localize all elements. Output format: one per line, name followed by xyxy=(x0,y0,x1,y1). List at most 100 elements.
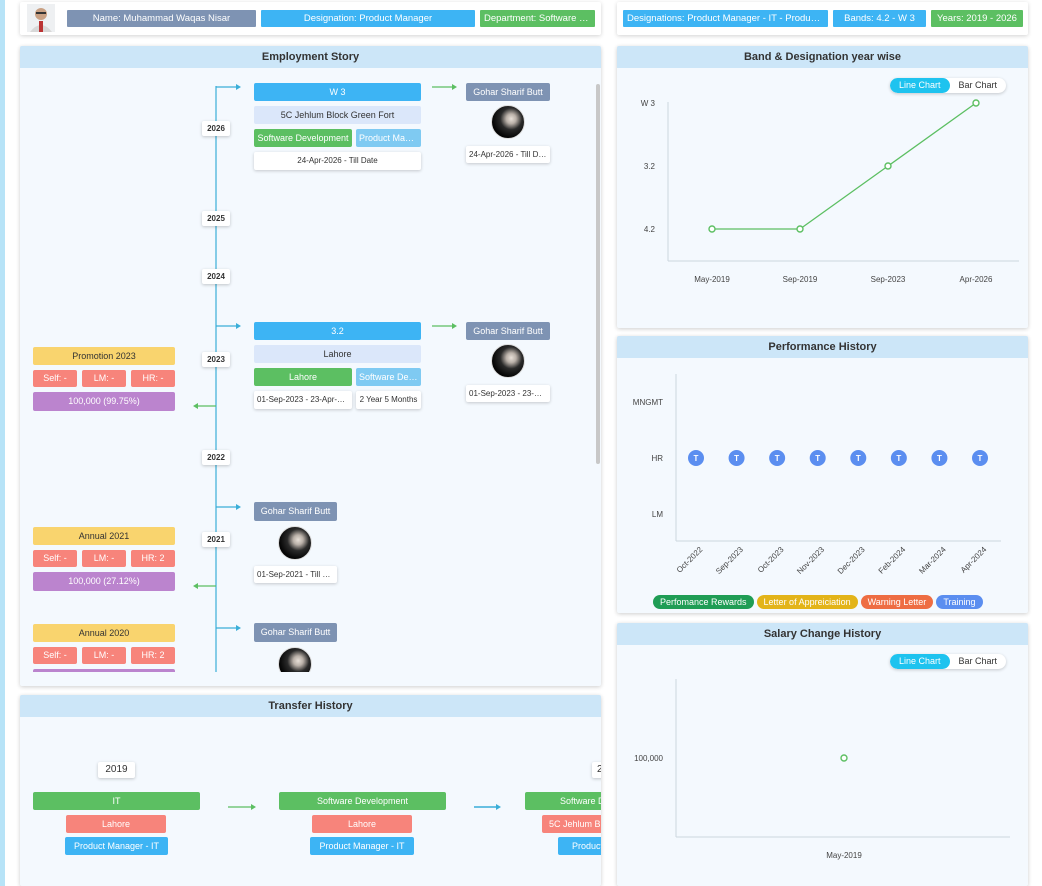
band-y-tick-label: W 3 xyxy=(641,99,656,108)
annual-2021-self: Self: - xyxy=(33,550,77,567)
perf-point-label: T xyxy=(896,454,901,463)
perf-x-tick-label: Dec-2023 xyxy=(836,545,867,576)
annual-2020-self: Self: - xyxy=(33,647,77,664)
location-2023: Lahore xyxy=(254,345,421,363)
manager-2023: Gohar Sharif Butt xyxy=(466,322,550,340)
promotion-2023-lm: LM: - xyxy=(82,370,126,387)
band-chart-toggle: Line Chart Bar Chart xyxy=(890,78,1007,93)
timeline-year-2022: 2022 xyxy=(202,450,230,465)
transfer-2-department: Software Development xyxy=(279,792,446,810)
salary-y-tick-label: 100,000 xyxy=(634,754,663,763)
annual-2020-title: Annual 2020 xyxy=(33,624,175,642)
transfer-3-designation: Product Manager xyxy=(558,837,601,855)
perf-legend-item[interactable]: Perfomance Rewards xyxy=(653,595,754,609)
employee-designation-badge: Designation: Product Manager xyxy=(261,10,475,27)
promotion-2023-title: Promotion 2023 xyxy=(33,347,175,365)
perf-x-tick-label: Nov-2023 xyxy=(795,545,826,576)
perf-data-point xyxy=(972,450,988,466)
annual-2021-amount: 100,000 (27.12%) xyxy=(33,572,175,591)
designation-2023: Software Development xyxy=(356,368,421,386)
dates-2026: 24-Apr-2026 - Till Date xyxy=(254,152,421,170)
salary-bar-chart-button[interactable]: Bar Chart xyxy=(958,656,998,666)
perf-x-tick-label: Apr-2024 xyxy=(959,545,989,575)
band-data-point xyxy=(884,162,892,170)
summary-header-card: Designations: Product Manager - IT - Pro… xyxy=(617,2,1028,35)
promotion-2023-amount: 100,000 (99.75%) xyxy=(33,392,175,411)
perf-legend-item[interactable]: Warning Letter xyxy=(860,595,934,609)
perf-x-tick-label: Oct-2023 xyxy=(756,545,786,575)
transfer-1-location: Lahore xyxy=(66,815,166,833)
salary-chart-toggle: Line Chart Bar Chart xyxy=(890,654,1007,669)
band-line-chart-button[interactable]: Line Chart xyxy=(890,78,950,93)
manager-2021-avatar xyxy=(278,526,312,560)
perf-legend-item[interactable]: Letter of Appreiciation xyxy=(756,595,858,609)
perf-y-tick-label: MNGMT xyxy=(633,398,663,407)
perf-data-point xyxy=(850,450,867,466)
band-bar-chart-button[interactable]: Bar Chart xyxy=(958,80,998,90)
duration-2023: 2 Year 5 Months xyxy=(356,391,421,409)
band-designation-panel: Band & Designation year wise Line Chart … xyxy=(617,46,1028,328)
employment-scroll-area[interactable]: 2026 2025 2024 2023 2022 2021 W 3 5C Jeh… xyxy=(20,68,601,672)
perf-data-point xyxy=(688,450,704,466)
transfer-arrows xyxy=(228,804,501,810)
location-2026: 5C Jehlum Block Green Fort xyxy=(254,106,421,124)
perf-point-label: T xyxy=(734,454,739,463)
annual-2020-lm: LM: - xyxy=(82,647,126,664)
timeline-year-2026: 2026 xyxy=(202,121,230,136)
manager-2023-avatar xyxy=(491,344,525,378)
band-data-point xyxy=(708,225,716,233)
years-summary-badge: Years: 2019 - 2026 xyxy=(931,10,1023,27)
perf-legend-item[interactable]: Training xyxy=(936,595,983,609)
salary-title: Salary Change History xyxy=(617,623,1028,645)
timeline-year-2024: 2024 xyxy=(202,269,230,284)
salary-history-panel: Salary Change History Line Chart Bar Cha… xyxy=(617,623,1028,886)
transfer-2-designation: Product Manager - IT xyxy=(310,837,414,855)
manager-2021-date: 01-Sep-2021 - Till Date xyxy=(254,566,337,583)
annual-2020-amount-partial xyxy=(33,669,175,672)
transfer-2-location: Lahore xyxy=(312,815,412,833)
employment-scrollbar[interactable] xyxy=(596,84,600,464)
timeline-year-2025: 2025 xyxy=(202,211,230,226)
perf-x-tick-label: Sep-2023 xyxy=(714,545,745,576)
manager-2026: Gohar Sharif Butt xyxy=(466,83,550,101)
designations-summary-badge: Designations: Product Manager - IT - Pro… xyxy=(623,10,828,27)
employee-name-badge: Name: Muhammad Waqas Nisar xyxy=(67,10,256,27)
perf-data-point xyxy=(728,450,745,466)
timeline-year-2023: 2023 xyxy=(202,352,230,367)
designation-2026: Product Manager xyxy=(356,129,421,147)
annual-2021-lm: LM: - xyxy=(82,550,126,567)
transfer-3-location: 5C Jehlum Block xyxy=(542,815,601,833)
band-x-tick-label: Sep-2019 xyxy=(783,275,818,284)
manager-2020: Gohar Sharif Butt xyxy=(254,623,337,642)
performance-title: Performance History xyxy=(617,336,1028,358)
perf-y-tick-label: LM xyxy=(652,510,663,519)
salary-line-chart: 100,000 May-2019 xyxy=(634,679,1010,860)
manager-2026-date: 24-Apr-2026 - Till Date xyxy=(466,146,550,163)
salary-line-chart-button[interactable]: Line Chart xyxy=(890,654,950,669)
perf-data-point xyxy=(931,450,948,466)
manager-2026-avatar xyxy=(491,105,525,139)
manager-2023-date: 01-Sep-2023 - 23-Apr-2026 xyxy=(466,385,550,402)
manager-2020-avatar xyxy=(278,647,312,672)
transfer-3-department: Software Development xyxy=(525,792,601,810)
left-accent-stripe xyxy=(0,0,5,886)
employee-avatar xyxy=(27,4,55,32)
performance-history-panel: Performance History LM HR MNGMT Oct-2022 Sep… xyxy=(617,336,1028,613)
perf-point-label: T xyxy=(815,454,820,463)
salary-x-tick-label: May-2019 xyxy=(826,851,862,860)
band-y-tick-label: 4.2 xyxy=(644,225,656,234)
manager-2021: Gohar Sharif Butt xyxy=(254,502,337,521)
band-data-point xyxy=(972,99,980,107)
bands-summary-badge: Bands: 4.2 - W 3 xyxy=(833,10,926,27)
transfer-history-panel: Transfer History 2019 2 IT Lahore Produc… xyxy=(20,695,601,886)
annual-2020-hr: HR: 2 xyxy=(131,647,175,664)
annual-2021-hr: HR: 2 xyxy=(131,550,175,567)
band-line-chart: 4.2 3.2 W 3 May-2019 Sep-2019 Sep-2023 Apr-202… xyxy=(641,99,1019,284)
promotion-2023-self: Self: - xyxy=(33,370,77,387)
employment-story-title: Employment Story xyxy=(20,46,601,68)
employee-department-badge: Department: Software Development xyxy=(480,10,595,27)
band-y-tick-label: 3.2 xyxy=(644,162,656,171)
perf-y-tick-label: HR xyxy=(651,454,663,463)
perf-x-tick-label: Feb-2024 xyxy=(877,545,908,576)
perf-point-label: T xyxy=(937,454,942,463)
